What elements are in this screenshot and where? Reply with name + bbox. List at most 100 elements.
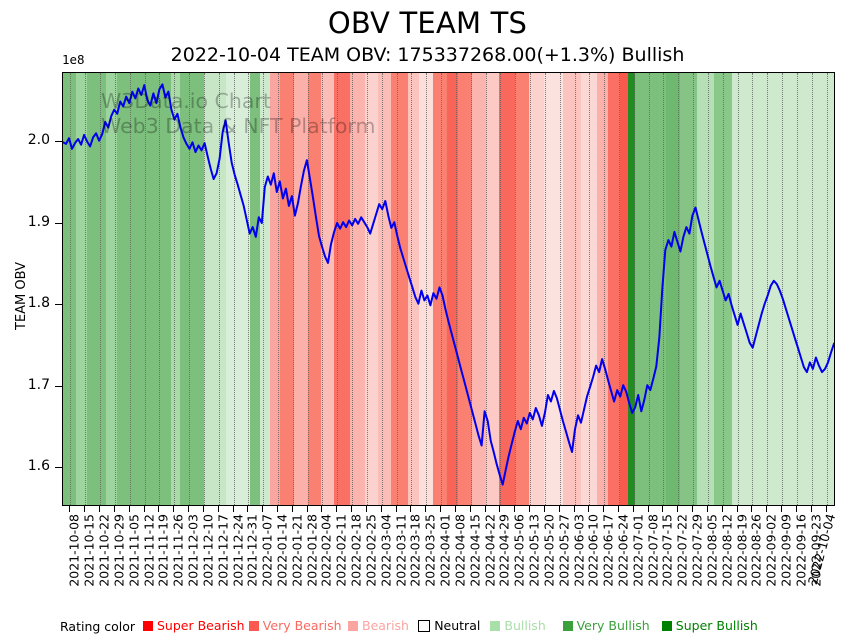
x-axis-tick-mark [647, 506, 649, 512]
gridline [515, 73, 517, 505]
y-axis: 1.6 1.7 1.8 1.9 2.0 TEAM OBV [0, 0, 62, 520]
rating-band [294, 73, 309, 505]
gridline [129, 73, 131, 505]
x-axis-tick-label: 2022-04-01 [437, 514, 453, 587]
legend-swatch [248, 620, 259, 631]
y-axis-tick-mark [55, 467, 62, 469]
x-axis: 2021-10-08 2021-10-15 2021-10-22 2021-10-29… [62, 506, 838, 616]
gridline [796, 73, 798, 505]
x-axis-tick-label: 2022-06-17 [600, 514, 616, 587]
x-axis-tick-mark [795, 506, 797, 512]
gridline [767, 73, 769, 505]
x-axis-tick-label: 2022-02-04 [318, 514, 334, 587]
gridline [263, 73, 265, 505]
x-axis-tick-label: 2022-05-27 [556, 514, 572, 587]
legend-label: Super Bearish [157, 618, 245, 633]
x-axis-tick-mark [706, 506, 708, 512]
rating-band [499, 73, 516, 505]
gridline [218, 73, 220, 505]
legend-entry[interactable]: Super Bearish [143, 618, 245, 633]
legend-entry[interactable]: Bearish [348, 618, 409, 633]
x-axis-tick-label: 2022-08-19 [734, 514, 750, 587]
rating-band [269, 73, 281, 505]
x-axis-tick-label: 2021-12-31 [244, 514, 260, 587]
x-axis-tick-mark [810, 506, 812, 512]
x-axis-tick-label: 2021-10-15 [81, 514, 97, 587]
gridline [737, 73, 739, 505]
x-axis-tick-label: 2022-03-04 [378, 514, 394, 587]
x-axis-tick-mark [84, 506, 86, 512]
chart-title: OBV TEAM TS [327, 6, 528, 40]
x-axis-tick-label: 2021-12-24 [230, 514, 245, 587]
rating-band [562, 73, 582, 505]
x-axis-tick-label: 2022-05-06 [511, 514, 527, 587]
legend-label: Super Bullish [675, 618, 758, 633]
gridline [455, 73, 457, 505]
y-axis-tick-mark [55, 141, 62, 143]
y-axis-label: TEAM OBV [14, 261, 29, 330]
x-axis-tick-mark [692, 506, 694, 512]
x-axis-tick-mark [781, 506, 783, 512]
gridline [722, 73, 724, 505]
rating-band [619, 73, 629, 505]
gridline [337, 73, 339, 505]
x-axis-tick-mark [217, 506, 219, 512]
x-axis-tick-mark [514, 506, 516, 512]
x-axis-tick-label: 2021-10-29 [111, 514, 127, 587]
plot-area: W3Data.io Chart Web3 Data & NFT Platform [62, 72, 835, 506]
x-axis-tick-mark [558, 506, 560, 512]
x-axis-tick-mark [499, 506, 501, 512]
x-axis-tick-label: 2022-01-21 [289, 514, 305, 587]
x-axis-tick-label: 2022-07-08 [645, 514, 661, 587]
legend-entry[interactable]: Super Bullish [661, 618, 758, 633]
rating-band [471, 73, 487, 505]
x-axis-tick-mark [543, 506, 545, 512]
gridline [441, 73, 443, 505]
gridline [159, 73, 161, 505]
y-axis-tick-label: 1.9 [27, 213, 50, 230]
x-axis-tick-label: 2022-03-25 [422, 514, 438, 587]
x-axis-tick-mark [662, 506, 664, 512]
x-axis-tick-mark [380, 506, 382, 512]
legend-entry[interactable]: Neutral [418, 618, 480, 633]
x-axis-tick-label: 2021-11-12 [141, 514, 157, 587]
x-axis-tick-mark [247, 506, 249, 512]
x-axis-tick-label: 2021-11-19 [155, 514, 171, 587]
legend-label: Bearish [362, 618, 409, 633]
rating-band [349, 73, 366, 505]
x-axis-tick-mark [618, 506, 619, 512]
gridline [85, 73, 87, 505]
x-axis-tick-label: 2022-01-07 [259, 514, 275, 587]
legend-label: Bullish [504, 618, 546, 633]
y-axis-tick-mark [55, 385, 62, 387]
gridline [604, 73, 606, 505]
x-axis-tick-mark [425, 506, 427, 512]
legend-entry[interactable]: Bullish [490, 618, 546, 633]
x-axis-tick-mark [351, 506, 353, 512]
gridline [114, 73, 116, 505]
x-axis-tick-label: 2021-10-22 [96, 514, 112, 587]
rating-band [628, 73, 636, 505]
gridline [530, 73, 532, 505]
gridline [396, 73, 398, 505]
x-axis-tick-label: 2022-07-22 [674, 514, 690, 587]
gridline [811, 73, 813, 505]
legend-entry[interactable]: Very Bearish [248, 618, 342, 633]
gridline [70, 73, 72, 505]
x-axis-tick-mark [143, 506, 145, 512]
gridline [574, 73, 576, 505]
x-axis-tick-label: 2022-01-28 [304, 514, 320, 587]
rating-band [76, 73, 88, 505]
x-axis-tick-label: 2022-04-22 [482, 514, 498, 587]
x-axis-tick-mark [736, 506, 738, 512]
x-axis-tick-label: 2022-02-18 [348, 514, 364, 587]
rating-band [485, 73, 500, 505]
x-axis-tick-mark [202, 506, 204, 512]
gridline [619, 73, 620, 505]
y-axis-tick-label: 2.0 [27, 132, 50, 149]
legend-entry[interactable]: Very Bullish [562, 618, 650, 633]
legend-label: Very Bearish [262, 618, 342, 633]
rating-band [581, 73, 598, 505]
x-axis-tick-label: 2022-08-12 [719, 514, 735, 587]
rating-band [665, 73, 681, 505]
